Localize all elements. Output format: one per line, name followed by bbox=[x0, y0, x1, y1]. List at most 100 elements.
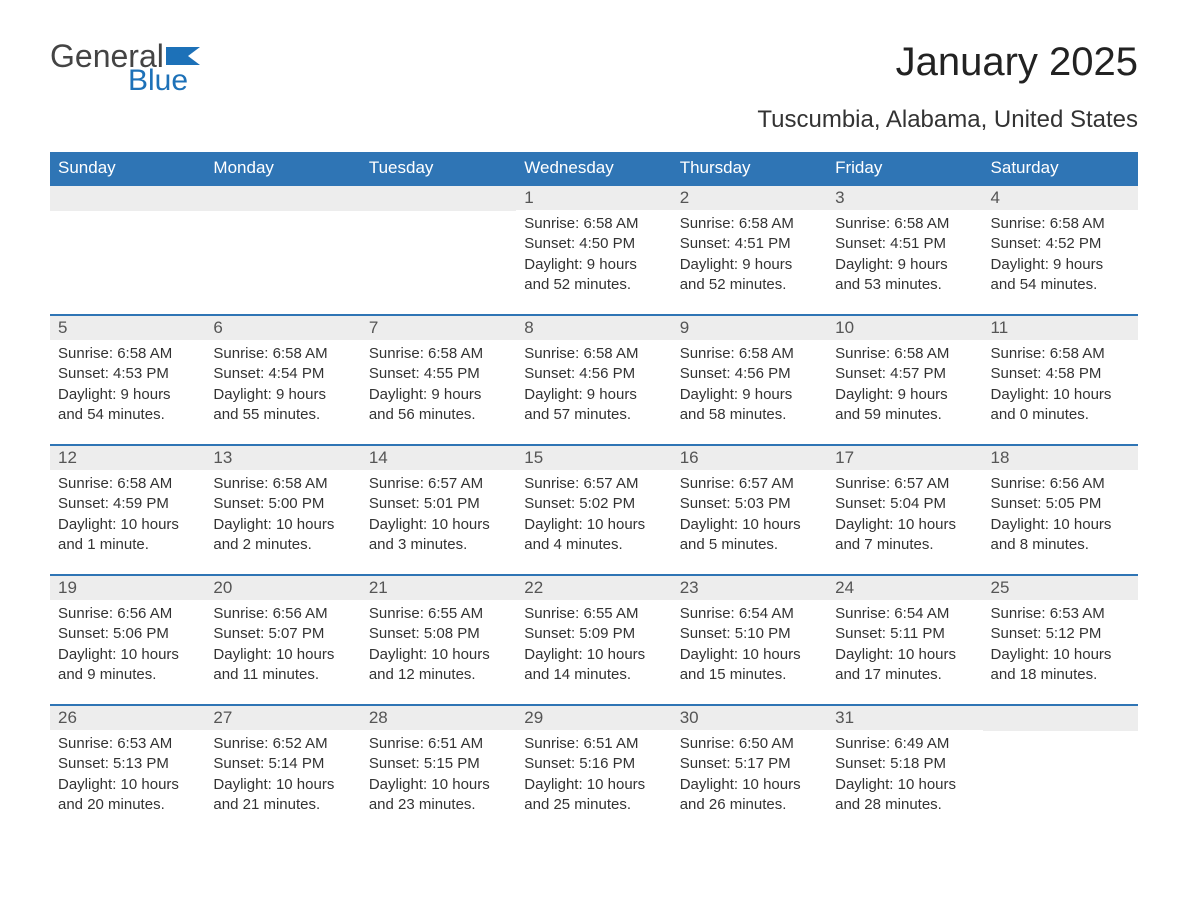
day-body: Sunrise: 6:52 AMSunset: 5:14 PMDaylight:… bbox=[205, 730, 360, 823]
day-line: Daylight: 10 hours and 2 minutes. bbox=[213, 515, 352, 556]
day-body: Sunrise: 6:58 AMSunset: 5:00 PMDaylight:… bbox=[205, 470, 360, 563]
day-line: Sunset: 5:05 PM bbox=[991, 494, 1130, 514]
day-number: 15 bbox=[516, 446, 671, 470]
day-body: Sunrise: 6:54 AMSunset: 5:11 PMDaylight:… bbox=[827, 600, 982, 693]
day-body: Sunrise: 6:58 AMSunset: 4:54 PMDaylight:… bbox=[205, 340, 360, 433]
day-line: Sunset: 5:03 PM bbox=[680, 494, 819, 514]
day-line: Sunset: 5:10 PM bbox=[680, 624, 819, 644]
calendar-day: 11Sunrise: 6:58 AMSunset: 4:58 PMDayligh… bbox=[983, 316, 1138, 444]
day-number: 3 bbox=[827, 186, 982, 210]
calendar-week: 1Sunrise: 6:58 AMSunset: 4:50 PMDaylight… bbox=[50, 184, 1138, 314]
day-number: 8 bbox=[516, 316, 671, 340]
day-line: Sunset: 4:59 PM bbox=[58, 494, 197, 514]
calendar-day: 29Sunrise: 6:51 AMSunset: 5:16 PMDayligh… bbox=[516, 706, 671, 834]
day-line: Sunrise: 6:58 AM bbox=[991, 344, 1130, 364]
day-line: Sunrise: 6:58 AM bbox=[835, 214, 974, 234]
day-number-empty bbox=[50, 186, 205, 211]
day-line: Sunrise: 6:51 AM bbox=[524, 734, 663, 754]
day-line: Daylight: 9 hours and 52 minutes. bbox=[524, 255, 663, 296]
day-line: Daylight: 9 hours and 58 minutes. bbox=[680, 385, 819, 426]
day-line: Daylight: 9 hours and 54 minutes. bbox=[991, 255, 1130, 296]
day-line: Daylight: 10 hours and 5 minutes. bbox=[680, 515, 819, 556]
day-body: Sunrise: 6:58 AMSunset: 4:55 PMDaylight:… bbox=[361, 340, 516, 433]
calendar-day: 26Sunrise: 6:53 AMSunset: 5:13 PMDayligh… bbox=[50, 706, 205, 834]
day-line: Sunrise: 6:58 AM bbox=[991, 214, 1130, 234]
day-line: Daylight: 10 hours and 11 minutes. bbox=[213, 645, 352, 686]
day-number: 12 bbox=[50, 446, 205, 470]
day-line: Daylight: 10 hours and 28 minutes. bbox=[835, 775, 974, 816]
calendar-day: 2Sunrise: 6:58 AMSunset: 4:51 PMDaylight… bbox=[672, 186, 827, 314]
day-line: Sunrise: 6:57 AM bbox=[524, 474, 663, 494]
weekday-header-row: SundayMondayTuesdayWednesdayThursdayFrid… bbox=[50, 152, 1138, 184]
day-line: Daylight: 10 hours and 4 minutes. bbox=[524, 515, 663, 556]
day-body: Sunrise: 6:53 AMSunset: 5:13 PMDaylight:… bbox=[50, 730, 205, 823]
calendar: SundayMondayTuesdayWednesdayThursdayFrid… bbox=[50, 152, 1138, 834]
day-line: Daylight: 10 hours and 3 minutes. bbox=[369, 515, 508, 556]
day-line: Sunrise: 6:58 AM bbox=[369, 344, 508, 364]
day-line: Daylight: 10 hours and 1 minute. bbox=[58, 515, 197, 556]
day-line: Sunset: 4:51 PM bbox=[680, 234, 819, 254]
day-number: 29 bbox=[516, 706, 671, 730]
calendar-day: 10Sunrise: 6:58 AMSunset: 4:57 PMDayligh… bbox=[827, 316, 982, 444]
day-number: 17 bbox=[827, 446, 982, 470]
day-line: Sunrise: 6:55 AM bbox=[369, 604, 508, 624]
day-body: Sunrise: 6:57 AMSunset: 5:04 PMDaylight:… bbox=[827, 470, 982, 563]
day-number: 2 bbox=[672, 186, 827, 210]
day-line: Sunrise: 6:58 AM bbox=[213, 344, 352, 364]
calendar-day: 7Sunrise: 6:58 AMSunset: 4:55 PMDaylight… bbox=[361, 316, 516, 444]
day-number-empty bbox=[361, 186, 516, 211]
day-body: Sunrise: 6:49 AMSunset: 5:18 PMDaylight:… bbox=[827, 730, 982, 823]
day-line: Sunrise: 6:53 AM bbox=[991, 604, 1130, 624]
calendar-day: 24Sunrise: 6:54 AMSunset: 5:11 PMDayligh… bbox=[827, 576, 982, 704]
day-line: Sunset: 4:52 PM bbox=[991, 234, 1130, 254]
day-line: Sunrise: 6:58 AM bbox=[58, 344, 197, 364]
day-line: Sunrise: 6:57 AM bbox=[369, 474, 508, 494]
day-line: Daylight: 10 hours and 21 minutes. bbox=[213, 775, 352, 816]
day-line: Daylight: 9 hours and 53 minutes. bbox=[835, 255, 974, 296]
calendar-day: 19Sunrise: 6:56 AMSunset: 5:06 PMDayligh… bbox=[50, 576, 205, 704]
day-number: 22 bbox=[516, 576, 671, 600]
day-number: 11 bbox=[983, 316, 1138, 340]
day-body: Sunrise: 6:58 AMSunset: 4:59 PMDaylight:… bbox=[50, 470, 205, 563]
day-body: Sunrise: 6:58 AMSunset: 4:53 PMDaylight:… bbox=[50, 340, 205, 433]
day-line: Sunrise: 6:57 AM bbox=[835, 474, 974, 494]
calendar-day: 12Sunrise: 6:58 AMSunset: 4:59 PMDayligh… bbox=[50, 446, 205, 574]
calendar-week: 12Sunrise: 6:58 AMSunset: 4:59 PMDayligh… bbox=[50, 444, 1138, 574]
day-line: Daylight: 10 hours and 14 minutes. bbox=[524, 645, 663, 686]
calendar-day: 17Sunrise: 6:57 AMSunset: 5:04 PMDayligh… bbox=[827, 446, 982, 574]
day-body: Sunrise: 6:50 AMSunset: 5:17 PMDaylight:… bbox=[672, 730, 827, 823]
day-line: Daylight: 9 hours and 55 minutes. bbox=[213, 385, 352, 426]
day-number: 24 bbox=[827, 576, 982, 600]
day-body: Sunrise: 6:58 AMSunset: 4:50 PMDaylight:… bbox=[516, 210, 671, 303]
day-line: Sunrise: 6:58 AM bbox=[680, 214, 819, 234]
day-body: Sunrise: 6:58 AMSunset: 4:51 PMDaylight:… bbox=[672, 210, 827, 303]
day-line: Sunset: 4:55 PM bbox=[369, 364, 508, 384]
day-line: Sunrise: 6:58 AM bbox=[835, 344, 974, 364]
day-line: Daylight: 10 hours and 0 minutes. bbox=[991, 385, 1130, 426]
day-line: Sunrise: 6:56 AM bbox=[213, 604, 352, 624]
day-number: 16 bbox=[672, 446, 827, 470]
day-line: Sunrise: 6:54 AM bbox=[680, 604, 819, 624]
day-line: Sunset: 5:09 PM bbox=[524, 624, 663, 644]
day-body: Sunrise: 6:57 AMSunset: 5:01 PMDaylight:… bbox=[361, 470, 516, 563]
day-line: Sunset: 4:56 PM bbox=[680, 364, 819, 384]
day-line: Sunrise: 6:55 AM bbox=[524, 604, 663, 624]
day-number: 10 bbox=[827, 316, 982, 340]
day-number: 6 bbox=[205, 316, 360, 340]
day-line: Sunset: 4:51 PM bbox=[835, 234, 974, 254]
day-line: Sunset: 5:15 PM bbox=[369, 754, 508, 774]
day-line: Sunset: 4:50 PM bbox=[524, 234, 663, 254]
day-line: Sunset: 4:57 PM bbox=[835, 364, 974, 384]
day-body: Sunrise: 6:51 AMSunset: 5:16 PMDaylight:… bbox=[516, 730, 671, 823]
day-line: Sunrise: 6:51 AM bbox=[369, 734, 508, 754]
day-number: 7 bbox=[361, 316, 516, 340]
day-line: Sunrise: 6:58 AM bbox=[213, 474, 352, 494]
day-number: 14 bbox=[361, 446, 516, 470]
day-line: Daylight: 10 hours and 23 minutes. bbox=[369, 775, 508, 816]
day-line: Sunrise: 6:52 AM bbox=[213, 734, 352, 754]
day-line: Sunrise: 6:58 AM bbox=[58, 474, 197, 494]
day-line: Sunrise: 6:57 AM bbox=[680, 474, 819, 494]
day-line: Sunset: 5:17 PM bbox=[680, 754, 819, 774]
day-number: 21 bbox=[361, 576, 516, 600]
calendar-day: 20Sunrise: 6:56 AMSunset: 5:07 PMDayligh… bbox=[205, 576, 360, 704]
